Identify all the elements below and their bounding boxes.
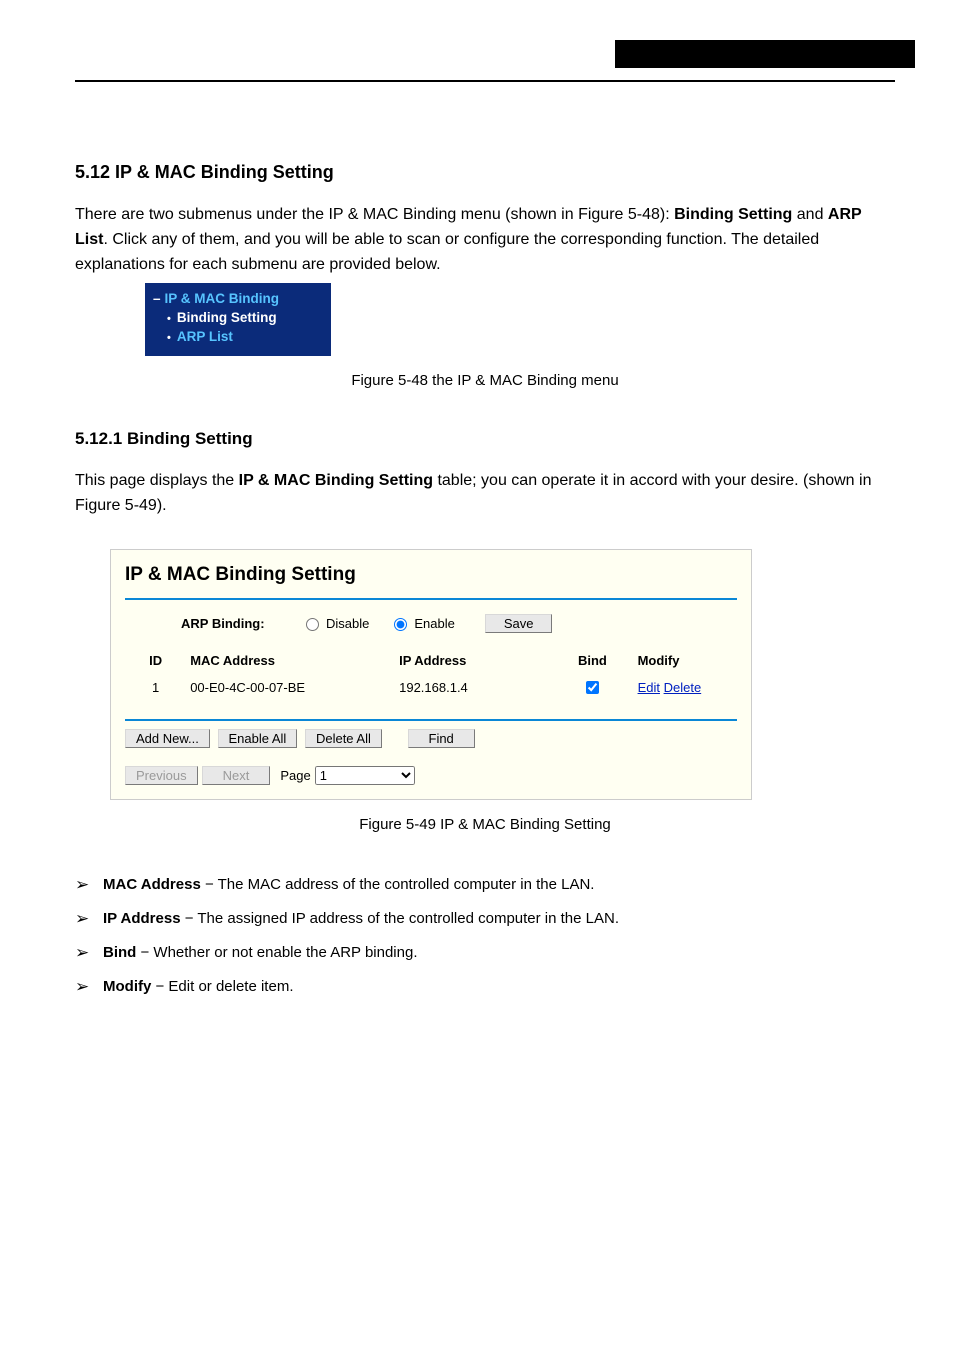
p2b: IP & MAC Binding Setting xyxy=(239,472,433,489)
radio-disable-label: Disable xyxy=(326,616,369,631)
p2d: ). xyxy=(157,497,167,514)
section-title-5-12: 5.12 IP & MAC Binding Setting xyxy=(75,162,895,183)
header-black-strip xyxy=(615,40,915,68)
delete-link[interactable]: Delete xyxy=(664,680,702,695)
cell-mac: 00-E0-4C-00-07-BE xyxy=(186,674,395,701)
para2: This page displays the IP & MAC Binding … xyxy=(75,469,895,519)
col-ip: IP Address xyxy=(395,649,551,674)
intro-suffix: ): xyxy=(660,206,674,223)
arp-enable-radio[interactable]: Enable xyxy=(389,615,454,631)
nav-item-label-1: ARP List xyxy=(177,329,233,344)
figure-49-caption: Figure 5-49 IP & MAC Binding Setting xyxy=(75,816,895,833)
intro-prefix: There are two submenus under the IP & MA… xyxy=(75,206,578,223)
intro-bold1: Binding Setting xyxy=(674,206,792,223)
arrow-icon: ➢ xyxy=(75,975,103,999)
p2fig: Figure 5-49 xyxy=(75,497,157,514)
cell-id: 1 xyxy=(125,674,186,701)
bind-checkbox[interactable] xyxy=(586,681,599,694)
panel-title: IP & MAC Binding Setting xyxy=(125,564,751,586)
page-select[interactable]: 1 xyxy=(315,766,415,785)
section-title-5-12-1: 5.12.1 Binding Setting xyxy=(75,429,895,449)
bullet-icon: • xyxy=(167,332,171,344)
minus-icon: – xyxy=(153,291,161,306)
def2-term: IP Address xyxy=(103,910,181,927)
arrow-icon: ➢ xyxy=(75,907,103,931)
definitions: ➢ MAC Address − The MAC address of the c… xyxy=(75,873,895,999)
def-mac-address: ➢ MAC Address − The MAC address of the c… xyxy=(75,873,895,897)
cell-bind xyxy=(551,674,633,701)
def2-body: − The assigned IP address of the control… xyxy=(181,910,619,927)
def-bind: ➢ Bind − Whether or not enable the ARP b… xyxy=(75,941,895,965)
edit-link[interactable]: Edit xyxy=(638,680,660,695)
cell-ip: 192.168.1.4 xyxy=(395,674,551,701)
page-label: Page xyxy=(280,768,310,783)
arrow-icon: ➢ xyxy=(75,873,103,897)
intro-figref: Figure 5-48 xyxy=(578,206,660,223)
nav-submenu-figure: –IP & MAC Binding • Binding Setting • ARP … xyxy=(145,283,331,356)
save-button[interactable]: Save xyxy=(485,614,553,633)
action-button-row: Add New... Enable All Delete All Find xyxy=(125,729,737,748)
intro-tail: . Click any of them, and you will be abl… xyxy=(75,231,819,273)
pager: Previous Next Page 1 xyxy=(125,766,737,785)
panel-divider-mid xyxy=(125,719,737,721)
radio-disable[interactable] xyxy=(306,618,319,631)
arp-disable-radio[interactable]: Disable xyxy=(301,615,369,631)
def4-body: − Edit or delete item. xyxy=(151,978,293,995)
arrow-icon: ➢ xyxy=(75,941,103,965)
intro-and: and xyxy=(792,206,828,223)
header xyxy=(75,40,895,82)
binding-table: ID MAC Address IP Address Bind Modify 1 … xyxy=(125,649,737,701)
radio-enable-label: Enable xyxy=(414,616,454,631)
col-modify: Modify xyxy=(634,649,737,674)
def3-body: − Whether or not enable the ARP binding. xyxy=(136,944,417,961)
p2a: This page displays the xyxy=(75,472,239,489)
nav-item-arp-list: • ARP List xyxy=(153,327,323,346)
col-bind: Bind xyxy=(551,649,633,674)
def4-term: Modify xyxy=(103,978,151,995)
def3-term: Bind xyxy=(103,944,136,961)
table-row: 1 00-E0-4C-00-07-BE 192.168.1.4 Edit Del… xyxy=(125,674,737,701)
def-ip-address: ➢ IP Address − The assigned IP address o… xyxy=(75,907,895,931)
previous-button[interactable]: Previous xyxy=(125,766,198,785)
binding-setting-panel: IP & MAC Binding Setting ARP Binding: Di… xyxy=(110,549,752,800)
nav-item-binding-setting: • Binding Setting xyxy=(153,308,323,327)
p2c: table; you can operate it in accord with… xyxy=(433,472,871,489)
next-button[interactable]: Next xyxy=(202,766,271,785)
add-new-button[interactable]: Add New... xyxy=(125,729,210,748)
nav-item-label-0: Binding Setting xyxy=(177,310,277,325)
intro-paragraph: There are two submenus under the IP & MA… xyxy=(75,203,895,277)
cell-modify: Edit Delete xyxy=(634,674,737,701)
find-button[interactable]: Find xyxy=(408,729,475,748)
col-mac: MAC Address xyxy=(186,649,395,674)
def1-body: − The MAC address of the controlled comp… xyxy=(201,876,595,893)
col-id: ID xyxy=(125,649,186,674)
delete-all-button[interactable]: Delete All xyxy=(305,729,382,748)
panel-divider-top xyxy=(125,598,737,600)
bullet-icon: • xyxy=(167,313,171,325)
nav-root-label: IP & MAC Binding xyxy=(165,291,280,306)
arp-binding-label: ARP Binding: xyxy=(181,616,281,631)
def1-term: MAC Address xyxy=(103,876,201,893)
enable-all-button[interactable]: Enable All xyxy=(218,729,298,748)
radio-enable[interactable] xyxy=(394,618,407,631)
nav-root: –IP & MAC Binding xyxy=(153,289,323,308)
def-modify: ➢ Modify − Edit or delete item. xyxy=(75,975,895,999)
arp-binding-row: ARP Binding: Disable Enable Save xyxy=(181,614,737,633)
figure-48-caption: Figure 5-48 the IP & MAC Binding menu xyxy=(75,372,895,389)
